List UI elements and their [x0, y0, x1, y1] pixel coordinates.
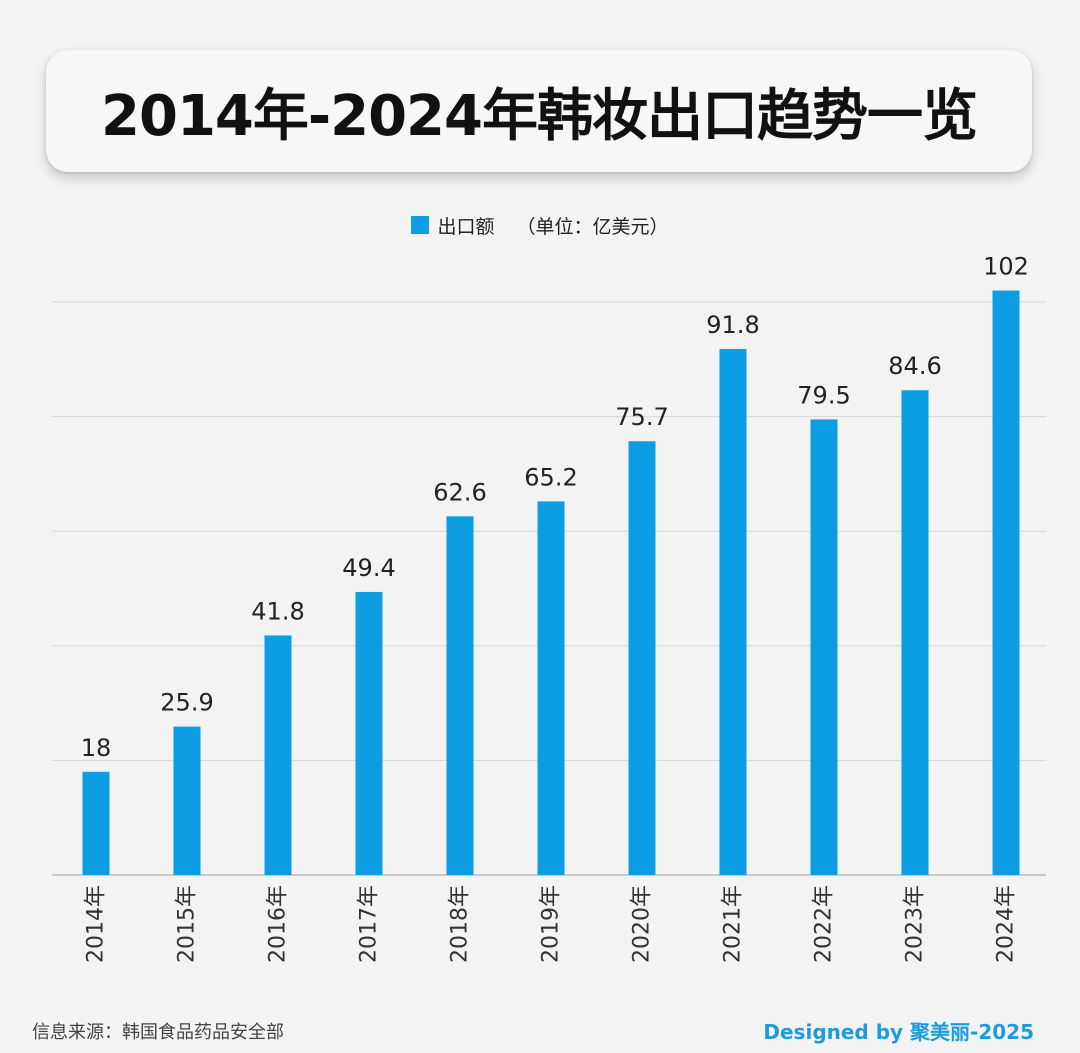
bar [628, 441, 656, 875]
bar [719, 348, 747, 876]
legend-swatch [411, 216, 430, 234]
x-tick-label: 2023年 [903, 885, 928, 963]
designer-credit: Designed by 聚美丽-2025 [763, 1020, 1034, 1044]
legend-series-label: 出口额 [437, 215, 495, 238]
bar-value-label: 41.8 [251, 597, 304, 625]
x-tick-label: 2020年 [630, 885, 655, 963]
bar [446, 516, 474, 875]
legend-unit-label: （单位：亿美元） [516, 215, 669, 238]
bar [82, 771, 110, 875]
bar [992, 290, 1020, 875]
x-tick-label: 2016年 [266, 885, 291, 963]
legend: 出口额 （单位：亿美元） [0, 210, 1080, 240]
bar-value-label: 18 [81, 734, 112, 762]
bar [537, 501, 565, 875]
x-tick-label: 2022年 [812, 885, 837, 963]
bar-value-label: 25.9 [160, 689, 213, 717]
data-source: 信息来源：韩国食品药品安全部 [32, 1022, 284, 1043]
x-tick-label: 2021年 [721, 885, 746, 963]
bar-value-label: 102 [983, 253, 1029, 281]
x-tick-label: 2017年 [357, 885, 382, 963]
bar [173, 726, 201, 875]
title-card: 2014年-2024年韩妆出口趋势一览 [46, 50, 1032, 172]
bar [810, 419, 838, 875]
bar-value-label: 49.4 [342, 554, 395, 582]
bar-value-label: 65.2 [524, 463, 577, 491]
bar-value-label: 75.7 [615, 403, 668, 431]
bar [355, 591, 383, 875]
bar [901, 390, 929, 875]
x-tick-label: 2018年 [448, 885, 473, 963]
bar [264, 635, 292, 875]
x-tick-label: 2019年 [539, 885, 564, 963]
x-tick-label: 2014年 [84, 885, 109, 963]
bar-value-label: 84.6 [888, 352, 941, 380]
bar-value-label: 91.8 [706, 311, 759, 339]
x-tick-label: 2024年 [994, 885, 1019, 963]
bar-value-label: 79.5 [797, 381, 850, 409]
bar-value-label: 62.6 [433, 478, 486, 506]
chart-title: 2014年-2024年韩妆出口趋势一览 [101, 83, 978, 149]
x-tick-label: 2015年 [175, 885, 200, 963]
